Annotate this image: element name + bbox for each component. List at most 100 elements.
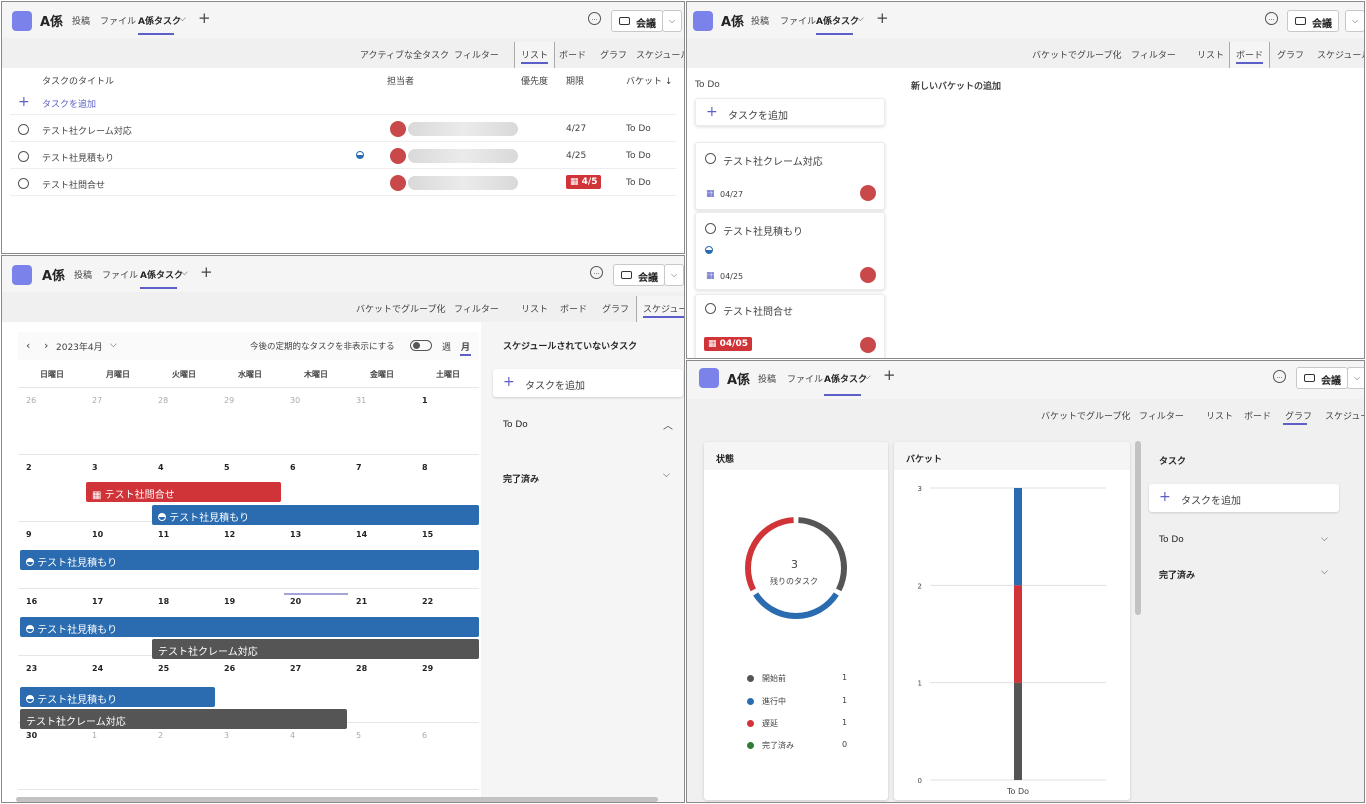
calendar-task-bar[interactable]: テスト社クレーム対応: [152, 639, 479, 659]
calendar-day-number[interactable]: 14: [356, 530, 368, 539]
complete-checkbox[interactable]: [705, 223, 716, 234]
next-month-icon[interactable]: ›: [44, 339, 49, 352]
calendar-day-number[interactable]: 21: [356, 597, 368, 606]
chevron-down-icon[interactable]: ⌵: [663, 470, 670, 480]
meet-button[interactable]: 会議: [1296, 367, 1348, 389]
calendar-day-number[interactable]: 15: [422, 530, 434, 539]
chevron-down-icon[interactable]: ⌵: [857, 14, 864, 24]
calendar-task-bar[interactable]: テスト社見積もり: [152, 505, 479, 525]
add-task-card[interactable]: + タスクを追加: [1149, 484, 1339, 512]
chevron-down-icon[interactable]: ⌵: [864, 372, 871, 382]
meet-dropdown[interactable]: ⌵: [664, 264, 684, 286]
group-by-bucket[interactable]: バケットでグループ化: [1032, 51, 1122, 61]
tab-tasks[interactable]: A係タスク: [140, 271, 183, 281]
chat-icon[interactable]: …: [588, 12, 601, 25]
calendar-day-number[interactable]: 16: [26, 597, 38, 606]
add-task-card[interactable]: + タスクを追加: [695, 98, 885, 126]
calendar-day-number[interactable]: 12: [224, 530, 236, 539]
calendar-day-number[interactable]: 27: [290, 664, 302, 673]
chevron-down-icon[interactable]: ⌵: [179, 14, 186, 24]
table-row[interactable]: テスト社クレーム対応 4/27 To Do: [10, 116, 676, 142]
calendar-day-number[interactable]: 26: [224, 664, 236, 673]
calendar-task-bar[interactable]: テスト社クレーム対応: [20, 709, 347, 729]
tab-posts[interactable]: 投稿: [74, 271, 93, 281]
tab-files[interactable]: ファイル: [787, 375, 824, 385]
calendar-day-number[interactable]: 25: [158, 664, 170, 673]
col-priority[interactable]: 優先度: [521, 77, 549, 87]
task-title[interactable]: テスト社問合せ: [42, 181, 106, 191]
calendar-day-number[interactable]: 2: [26, 463, 32, 472]
calendar-day-number[interactable]: 22: [422, 597, 434, 606]
complete-checkbox[interactable]: [18, 151, 29, 162]
col-bucket[interactable]: バケット ↓: [626, 77, 673, 87]
group-by-bucket[interactable]: バケットでグループ化: [1041, 412, 1131, 422]
vertical-scrollbar[interactable]: [1135, 441, 1141, 615]
add-tab-icon[interactable]: +: [198, 9, 211, 27]
calendar-day-number[interactable]: 5: [356, 731, 362, 740]
col-title[interactable]: タスクのタイトル: [42, 77, 115, 87]
meet-dropdown[interactable]: ⌵: [1347, 367, 1364, 389]
calendar-day-number[interactable]: 18: [158, 597, 170, 606]
view-list[interactable]: リスト: [1197, 51, 1225, 61]
tab-files[interactable]: ファイル: [102, 271, 139, 281]
calendar-day-number[interactable]: 27: [92, 396, 103, 405]
new-bucket-button[interactable]: 新しいバケットの追加: [911, 82, 1002, 92]
view-board[interactable]: ボード: [559, 51, 587, 61]
calendar-day-number[interactable]: 28: [356, 664, 368, 673]
active-tasks-filter[interactable]: アクティブな全タスク: [360, 51, 450, 61]
week-toggle[interactable]: 週: [442, 343, 452, 353]
task-card[interactable]: テスト社見積もり ▦ 04/25: [695, 212, 885, 290]
calendar-day-number[interactable]: 17: [92, 597, 104, 606]
calendar-task-bar[interactable]: テスト社見積もり: [20, 550, 479, 570]
view-schedule[interactable]: スケジュール: [1317, 51, 1364, 61]
month-label[interactable]: 2023年4月: [56, 343, 103, 353]
chevron-down-icon[interactable]: ⌵: [110, 340, 117, 350]
complete-checkbox[interactable]: [705, 153, 716, 164]
calendar-task-bar[interactable]: テスト社見積もり: [20, 687, 215, 707]
view-schedule[interactable]: スケジュール: [1325, 412, 1364, 422]
calendar-day-number[interactable]: 30: [290, 396, 301, 405]
meet-button[interactable]: 会議: [613, 264, 665, 286]
complete-checkbox[interactable]: [18, 124, 29, 135]
calendar-day-number[interactable]: 19: [224, 597, 236, 606]
hide-recurring-toggle[interactable]: [410, 340, 432, 351]
calendar-day-number[interactable]: 30: [26, 731, 38, 740]
col-assignee[interactable]: 担当者: [387, 77, 415, 87]
tab-tasks[interactable]: A係タスク: [816, 17, 859, 27]
calendar-day-number[interactable]: 8: [422, 463, 428, 472]
tab-tasks[interactable]: A係タスク: [138, 17, 181, 27]
view-schedule[interactable]: スケジュール: [636, 51, 685, 61]
chevron-down-icon[interactable]: ⌵: [181, 268, 188, 278]
calendar-day-number[interactable]: 1: [92, 731, 98, 740]
view-list[interactable]: リスト: [514, 42, 556, 68]
prev-month-icon[interactable]: ‹: [26, 339, 31, 352]
complete-checkbox[interactable]: [18, 178, 29, 189]
task-card[interactable]: テスト社問合せ ▦ 04/05: [695, 294, 885, 358]
calendar-day-number[interactable]: 5: [224, 463, 230, 472]
calendar-day-number[interactable]: 7: [356, 463, 362, 472]
tab-posts[interactable]: 投稿: [751, 17, 770, 27]
chevron-down-icon[interactable]: ⌵: [1321, 534, 1328, 544]
view-chart[interactable]: グラフ: [600, 51, 628, 61]
month-toggle[interactable]: 月: [461, 343, 471, 353]
calendar-day-number[interactable]: 23: [26, 664, 38, 673]
view-list[interactable]: リスト: [521, 305, 549, 315]
meet-dropdown[interactable]: ⌵: [1345, 10, 1364, 32]
filter-button[interactable]: フィルター: [454, 51, 499, 61]
calendar-day-number[interactable]: 3: [224, 731, 230, 740]
col-due[interactable]: 期限: [566, 77, 585, 87]
calendar-day-number[interactable]: 11: [158, 530, 170, 539]
task-title[interactable]: テスト社見積もり: [42, 154, 115, 164]
chevron-down-icon[interactable]: ⌵: [1321, 567, 1328, 577]
tab-posts[interactable]: 投稿: [72, 17, 91, 27]
todo-group[interactable]: To Do: [503, 420, 528, 430]
calendar-day-number[interactable]: 9: [26, 530, 32, 539]
view-list[interactable]: リスト: [1206, 412, 1234, 422]
calendar-task-bar[interactable]: テスト社見積もり: [20, 617, 479, 637]
calendar-task-bar[interactable]: ▦ テスト社問合せ: [86, 482, 281, 502]
calendar-day-number[interactable]: 4: [290, 731, 296, 740]
view-board[interactable]: ボード: [1244, 412, 1272, 422]
add-tab-icon[interactable]: +: [883, 366, 896, 384]
add-tab-icon[interactable]: +: [876, 9, 889, 27]
calendar-day-number[interactable]: 20: [290, 597, 302, 606]
